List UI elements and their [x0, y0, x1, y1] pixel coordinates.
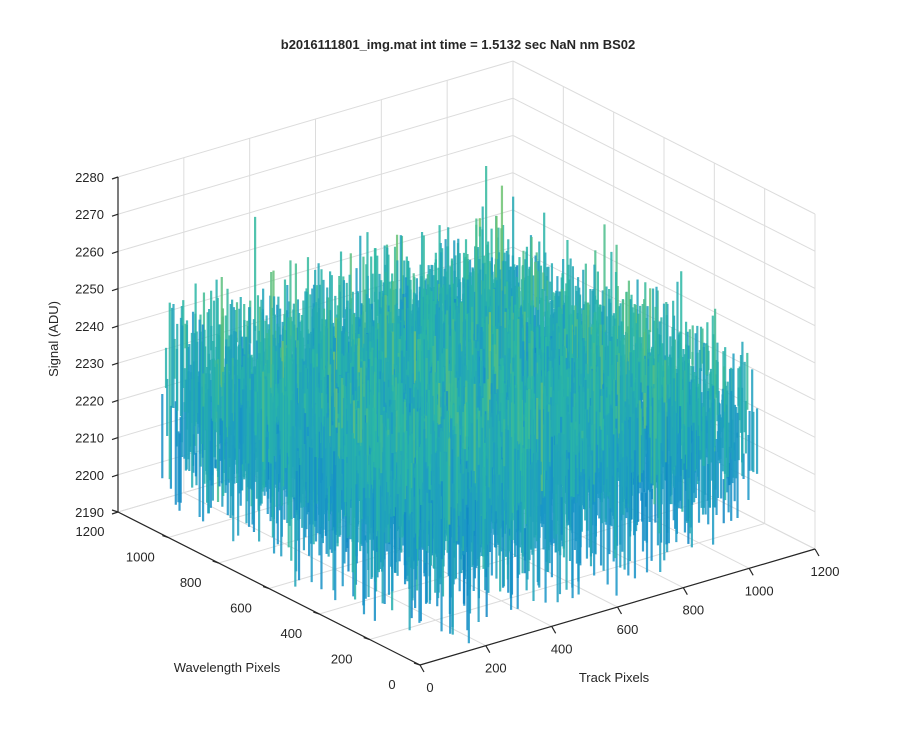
grid-line	[512, 60, 816, 215]
tick-labels: 0 200 400 600 800 1000 1200 0 200 400 600 800 1000 12…	[75, 170, 839, 695]
x-tick	[616, 606, 623, 615]
y-tick-label: 800	[180, 575, 202, 590]
z-tick	[111, 213, 119, 217]
z-tick	[111, 474, 119, 478]
x-tick-label: 600	[617, 622, 639, 637]
y-tick-label: 0	[388, 677, 395, 692]
grid-line	[512, 97, 816, 252]
x-tick	[814, 548, 820, 557]
axes-box	[111, 176, 820, 673]
x-tick	[682, 587, 688, 595]
y-tick-label: 400	[280, 626, 302, 641]
y-tick-label: 1200	[76, 524, 105, 539]
grid-line	[117, 60, 514, 178]
x-tick	[748, 568, 754, 576]
grid-line	[117, 134, 514, 252]
z-tick-label: 2210	[75, 431, 104, 446]
z-tick	[111, 436, 119, 441]
y-tick	[162, 534, 169, 539]
y-tick-label: 600	[230, 601, 252, 616]
z-tick	[111, 250, 119, 255]
z-tick	[111, 362, 119, 366]
x-tick	[419, 664, 425, 673]
z-tick-label: 2230	[75, 356, 104, 371]
z-tick	[111, 176, 119, 180]
x-tick-label: 800	[682, 603, 704, 618]
y-tick	[313, 611, 320, 615]
x-tick	[485, 645, 491, 653]
z-tick	[111, 288, 119, 292]
z-tick-label: 2220	[75, 393, 104, 408]
x-tick	[551, 626, 557, 634]
x-tick-label: 1000	[745, 583, 774, 598]
z-tick	[111, 399, 119, 403]
x-tick-label: 400	[551, 641, 573, 656]
y-tick	[262, 585, 270, 590]
grid-line	[512, 172, 816, 327]
y-tick	[413, 662, 421, 666]
x-tick-label: 200	[485, 661, 507, 676]
z-tick-label: 2240	[75, 319, 104, 334]
z-tick	[111, 325, 119, 329]
y-tick-label: 1000	[126, 550, 155, 565]
surface-plot	[161, 165, 759, 644]
grid-line	[512, 134, 816, 289]
y-tick-label: 200	[331, 652, 353, 667]
y-tick	[363, 636, 370, 641]
z-tick-label: 2200	[75, 468, 104, 483]
z-tick-label: 2190	[75, 505, 104, 520]
grid-line	[117, 97, 514, 215]
grid-line	[117, 172, 514, 290]
y-tick	[111, 509, 119, 513]
z-tick	[111, 511, 119, 515]
x-tick-label: 1200	[811, 564, 840, 579]
grid-line	[512, 209, 816, 364]
y-tick	[212, 560, 219, 564]
x-tick-label: 0	[426, 680, 433, 695]
